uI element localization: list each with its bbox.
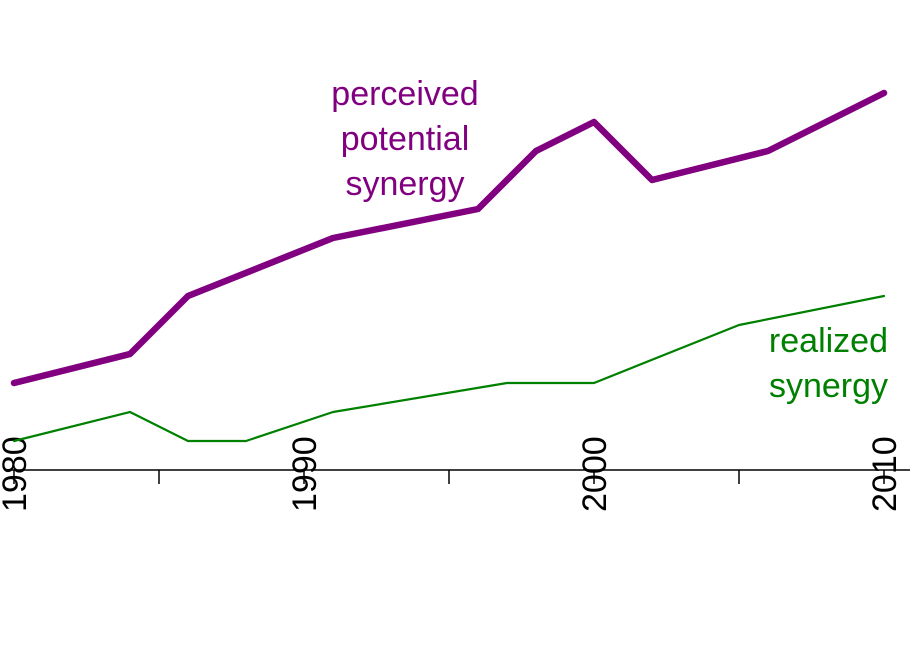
series-label-perceived: synergy xyxy=(345,165,464,203)
x-axis: 1980 1990 2000 2010 xyxy=(0,436,910,512)
series-labels: perceived potential synergy realized synergy xyxy=(331,75,888,405)
series-layer xyxy=(10,89,888,443)
x-tick-label: 2010 xyxy=(866,436,904,512)
x-tick-label: 1980 xyxy=(0,436,34,512)
series-label-perceived: perceived xyxy=(331,75,478,113)
series-label-perceived: potential xyxy=(341,120,470,158)
x-tick-label: 1990 xyxy=(286,436,324,512)
x-tick-label: 2000 xyxy=(576,436,614,512)
series-label-realized: synergy xyxy=(769,367,888,405)
series-line-realized xyxy=(12,294,886,443)
series-label-realized: realized xyxy=(769,322,888,360)
series-line-perceived xyxy=(10,89,888,387)
